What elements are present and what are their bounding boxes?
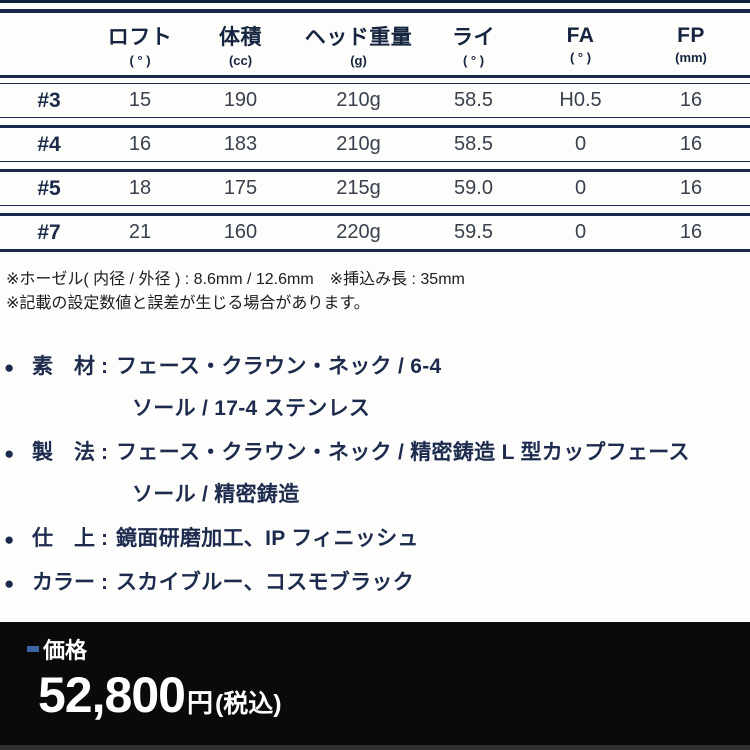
lie-value: 58.5 <box>454 133 493 155</box>
feature-label: カラー <box>32 571 95 594</box>
bullet-icon: ● <box>4 530 15 549</box>
col-header-volume: 体積 (cc) <box>219 25 262 68</box>
lie-value: 59.0 <box>454 177 493 199</box>
price-section: 価格 52,800 円 (税込) <box>0 622 750 750</box>
loft-value: 15 <box>128 89 152 111</box>
lie-value: 58.5 <box>454 89 493 111</box>
head-weight-value: 220g <box>336 221 381 243</box>
volume-value: 160 <box>223 221 258 243</box>
spec-table: ロフト ( ° ) 体積 (cc) ヘッド重量 (g) ライ ( ° ) FA … <box>0 9 750 252</box>
col-header-fa: FA ( ° ) <box>566 23 595 65</box>
feature-finish: ● 仕 上 : 鏡面研磨加工、IP フィニッシュ <box>4 522 750 552</box>
feature-text: 鏡面研磨加工、IP フィニッシュ <box>116 527 419 550</box>
bullet-icon: ● <box>4 574 15 593</box>
col-header-lie: ライ ( ° ) <box>452 25 495 68</box>
feature-label: 製 法 <box>32 441 95 464</box>
top-border-line <box>0 0 750 3</box>
feature-colon: : <box>101 441 108 464</box>
club-number: #7 <box>37 220 61 244</box>
footnotes: ※ホーゼル( 内径 / 外径 ) : 8.6mm / 12.6mm ※挿込み長 … <box>6 268 750 316</box>
table-top-rule <box>0 9 750 13</box>
row-separator-rule <box>0 205 750 216</box>
price-label: 価格 <box>43 638 88 663</box>
feature-colon: : <box>101 355 108 378</box>
loft-value: 18 <box>128 177 152 199</box>
feature-text: フェース・クラウン・ネック / 精密鋳造 L 型カップフェース <box>116 441 690 464</box>
bullet-icon: ● <box>4 358 15 377</box>
fa-value: 0 <box>574 177 587 199</box>
feature-text: スカイブルー、コスモブラック <box>116 571 414 594</box>
table-row: #4 16 183 210g 58.5 0 16 <box>0 128 750 161</box>
price-tax-note: (税込) <box>214 690 282 718</box>
table-header-row: ロフト ( ° ) 体積 (cc) ヘッド重量 (g) ライ ( ° ) FA … <box>0 13 750 75</box>
head-weight-value: 215g <box>336 177 381 199</box>
price-marker-icon <box>27 646 39 652</box>
fa-value: H0.5 <box>559 89 602 111</box>
col-header-head-weight: ヘッド重量 (g) <box>304 25 413 68</box>
fp-value: 16 <box>679 221 703 243</box>
bottom-strip <box>0 745 750 750</box>
head-weight-value: 210g <box>336 133 381 155</box>
table-row: #5 18 175 215g 59.0 0 16 <box>0 172 750 205</box>
bullet-icon: ● <box>4 444 15 463</box>
head-weight-value: 210g <box>336 89 381 111</box>
footnote-hosel: ※ホーゼル( 内径 / 外径 ) : 8.6mm / 12.6mm ※挿込み長 … <box>6 271 465 288</box>
fa-value: 0 <box>574 221 587 243</box>
volume-value: 183 <box>223 133 258 155</box>
table-bottom-rule <box>0 249 750 252</box>
feature-material: ● 素 材 : フェース・クラウン・ネック / 6-4 ソール / 17-4 ス… <box>4 350 750 422</box>
feature-label: 仕 上 <box>32 527 95 550</box>
feature-construction: ● 製 法 : フェース・クラウン・ネック / 精密鋳造 L 型カップフェース … <box>4 436 750 508</box>
feature-colon: : <box>101 571 108 594</box>
feature-color: ● カラー : スカイブルー、コスモブラック <box>4 566 750 596</box>
fp-value: 16 <box>679 133 703 155</box>
footnote-tolerance: ※記載の設定数値と誤差が生じる場合があります。 <box>6 295 370 312</box>
row-separator-rule <box>0 161 750 172</box>
header-separator-rule <box>0 75 750 84</box>
loft-value: 16 <box>128 133 152 155</box>
feature-text-line2: ソール / 精密鋳造 <box>132 483 300 506</box>
volume-value: 175 <box>223 177 258 199</box>
fa-value: 0 <box>574 133 587 155</box>
price-amount: 52,800 <box>38 667 186 723</box>
col-header-loft: ロフト ( ° ) <box>107 25 173 68</box>
club-number: #3 <box>37 88 61 112</box>
club-number: #5 <box>37 176 61 200</box>
loft-value: 21 <box>128 221 152 243</box>
feature-list: ● 素 材 : フェース・クラウン・ネック / 6-4 ソール / 17-4 ス… <box>4 350 750 596</box>
price-currency: 円 <box>186 688 213 718</box>
row-separator-rule <box>0 117 750 128</box>
col-header-fp: FP (mm) <box>675 23 707 65</box>
fp-value: 16 <box>679 177 703 199</box>
feature-label: 素 材 <box>32 355 95 378</box>
feature-colon: : <box>101 527 108 550</box>
feature-text-line2: ソール / 17-4 ステンレス <box>132 397 371 420</box>
table-row: #7 21 160 220g 59.5 0 16 <box>0 216 750 249</box>
lie-value: 59.5 <box>454 221 493 243</box>
price-value: 52,800 円 (税込) <box>0 664 750 724</box>
club-number: #4 <box>37 132 61 156</box>
feature-text: フェース・クラウン・ネック / 6-4 <box>116 355 442 378</box>
volume-value: 190 <box>223 89 258 111</box>
fp-value: 16 <box>679 89 703 111</box>
table-row: #3 15 190 210g 58.5 H0.5 16 <box>0 84 750 117</box>
